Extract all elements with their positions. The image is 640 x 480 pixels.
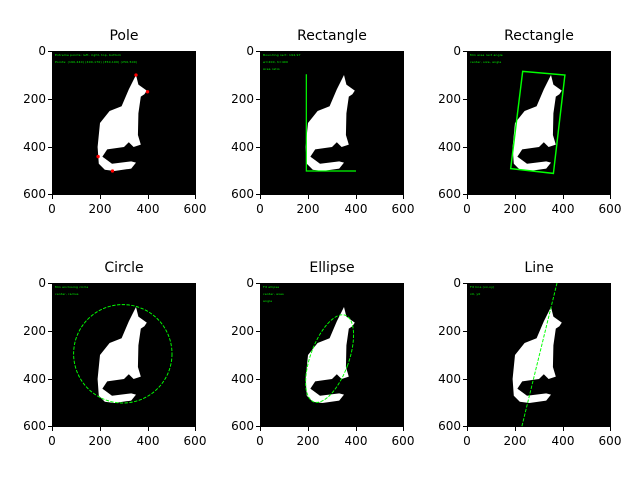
y-tick: 0	[246, 276, 254, 290]
y-tick: 600	[23, 187, 46, 201]
y-tick: 600	[438, 419, 461, 433]
x-tick: 200	[503, 202, 527, 216]
y-tick: 600	[23, 419, 46, 433]
cat-silhouette-icon	[73, 304, 173, 404]
x-tick: 600	[183, 202, 207, 216]
x-tick: 400	[136, 202, 160, 216]
x-tick: 200	[296, 202, 320, 216]
y-tick: 0	[38, 276, 46, 290]
x-tick: 0	[256, 202, 264, 216]
x-tick: 0	[463, 434, 471, 448]
cat-image: Fit ellipse center, axes angle	[260, 283, 404, 427]
x-tick: 0	[463, 202, 471, 216]
x-tick: 0	[48, 202, 56, 216]
y-tick: 200	[438, 324, 461, 338]
y-tick: 200	[438, 92, 461, 106]
x-tick: 400	[344, 434, 368, 448]
x-tick: 0	[48, 434, 56, 448]
cat-silhouette-icon	[305, 74, 356, 172]
y-tick: 0	[453, 276, 461, 290]
info-text-2: Points: (190,440) (400,170) (350,100) (2…	[55, 60, 138, 64]
y-tick: 600	[438, 187, 461, 201]
subplot-ellipse: Ellipse Fit ellipse center, axes angle 0…	[231, 260, 414, 447]
x-tick: 600	[598, 434, 622, 448]
info-text-1: Fit line (vx,vy)	[470, 285, 495, 289]
info-text-2: center, axes	[263, 292, 284, 296]
subplot-title: Rectangle	[297, 28, 367, 44]
info-text-1: Min enclosing circle	[55, 285, 89, 289]
subplot-title: Circle	[104, 260, 144, 276]
x-tick: 200	[88, 202, 112, 216]
x-tick: 200	[296, 434, 320, 448]
x-tick: 600	[391, 202, 415, 216]
y-tick: 200	[23, 92, 46, 106]
x-tick: 600	[183, 434, 207, 448]
cat-image: Bounding rect: 194,97 w=200, h=400 Area …	[260, 51, 404, 195]
subplot-rotated-rectangle: Rectangle Min area rect angle center, si…	[438, 28, 621, 215]
y-tick: 600	[231, 187, 254, 201]
x-tick: 200	[88, 434, 112, 448]
cat-image: Extreme points: left, right, top, bottom…	[52, 51, 196, 195]
y-tick: 400	[23, 140, 46, 154]
subplot-line: Line Fit line (vx,vy) x0, y0 0 200 400 6…	[438, 260, 621, 447]
x-tick: 600	[598, 202, 622, 216]
info-text-1: Fit ellipse	[263, 285, 280, 289]
x-tick: 400	[551, 202, 575, 216]
info-text-2: w=200, h=400	[263, 60, 289, 64]
info-text-3: Area ratio	[263, 67, 280, 71]
y-tick: 600	[231, 419, 254, 433]
cat-image: Min area rect angle center, size, angle	[467, 51, 611, 195]
y-tick: 400	[438, 372, 461, 386]
cat-image: Min enclosing circle center, radius	[52, 283, 196, 427]
cat-silhouette-icon	[96, 73, 150, 173]
y-tick: 200	[231, 324, 254, 338]
subplot-pole: Pole Extreme points: left, right, top, b…	[23, 28, 206, 215]
x-tick: 600	[391, 434, 415, 448]
subplot-circle: Circle Min enclosing circle center, radi…	[23, 260, 206, 447]
x-tick: 0	[256, 434, 264, 448]
cat-silhouette-icon	[512, 283, 562, 427]
x-tick: 400	[551, 434, 575, 448]
subplot-title: Pole	[109, 28, 139, 44]
x-tick: 400	[136, 434, 160, 448]
y-tick: 400	[231, 372, 254, 386]
info-text-2: x0, y0	[470, 292, 481, 296]
info-text-2: center, size, angle	[470, 60, 502, 64]
info-text-1: Extreme points: left, right, top, bottom	[55, 53, 122, 57]
info-text-3: angle	[263, 299, 273, 303]
cat-image: Fit line (vx,vy) x0, y0	[467, 283, 611, 427]
cat-silhouette-icon	[305, 307, 355, 403]
info-text-1: Bounding rect: 194,97	[263, 53, 301, 57]
y-tick: 400	[23, 372, 46, 386]
y-tick: 200	[231, 92, 254, 106]
y-tick: 0	[453, 44, 461, 58]
cat-silhouette-icon	[509, 70, 566, 175]
y-tick: 400	[438, 140, 461, 154]
y-tick: 0	[38, 44, 46, 58]
info-text-2: center, radius	[55, 292, 79, 296]
y-tick: 200	[23, 324, 46, 338]
x-tick: 200	[503, 434, 527, 448]
info-text-1: Min area rect angle	[470, 53, 503, 57]
subplot-title: Ellipse	[309, 260, 355, 276]
subplot-title: Line	[524, 260, 554, 276]
x-tick: 400	[344, 202, 368, 216]
subplot-title: Rectangle	[504, 28, 574, 44]
y-tick: 400	[231, 140, 254, 154]
y-tick: 0	[246, 44, 254, 58]
subplot-bounding-rectangle: Rectangle Bounding rect: 194,97 w=200, h…	[231, 28, 414, 215]
